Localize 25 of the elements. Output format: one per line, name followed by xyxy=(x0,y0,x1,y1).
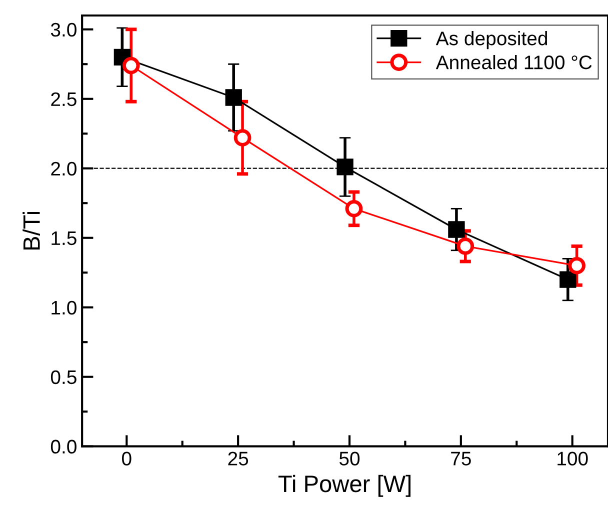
y-tick-label: 0.5 xyxy=(50,370,76,384)
x-tick-label: 100 xyxy=(558,452,588,466)
point xyxy=(448,221,465,238)
point xyxy=(225,89,242,106)
y-tick-label: 1.0 xyxy=(52,300,76,315)
x-axis-title: Ti Power [W] xyxy=(278,474,410,497)
y-tick-label: 2.5 xyxy=(51,92,76,106)
y-axis-title: B/Ti xyxy=(22,212,40,250)
point xyxy=(122,56,140,74)
legend-label: As deposited xyxy=(436,31,548,50)
y-tick-label: 2.0 xyxy=(51,162,76,176)
point xyxy=(560,271,576,288)
x-tick-label: 75 xyxy=(451,452,471,466)
y-tick-label: 1.5 xyxy=(52,232,76,246)
point xyxy=(456,238,474,255)
y-tick-label: 3.0 xyxy=(50,22,76,37)
point xyxy=(345,200,363,218)
x-tick-label: 25 xyxy=(228,452,248,466)
x-tick-label: 0 xyxy=(122,452,132,466)
point xyxy=(336,158,354,176)
legend-label: Annealed 1100 °C xyxy=(436,54,592,70)
point xyxy=(234,129,252,146)
x-tick-label: 50 xyxy=(339,452,360,466)
point xyxy=(568,256,586,274)
y-tick-label: 0.0 xyxy=(50,440,76,454)
